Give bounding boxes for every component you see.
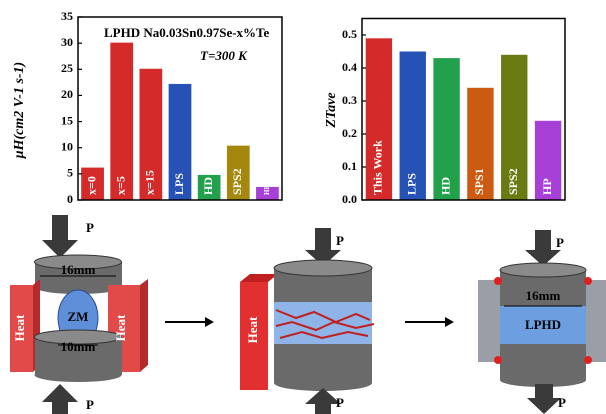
axes-frame (362, 19, 565, 201)
process-arrow-head (445, 317, 454, 327)
y-tick-label: 0 (67, 192, 73, 206)
y-tick-label: 0.3 (342, 93, 357, 107)
diagram: P 16mm Heat Heat ZM 10mm P P Heat P (10, 215, 606, 414)
heater-label: Heat (245, 316, 260, 343)
category-label: x=15 (143, 170, 157, 195)
y-tick-label: 0.5 (342, 27, 357, 41)
y-tick-label: 35 (61, 9, 73, 23)
heater (140, 279, 148, 372)
arrow (42, 384, 78, 414)
category-label: SPS1 (472, 168, 486, 195)
heater (240, 274, 278, 282)
cylinder-top (274, 260, 372, 276)
figure: x=0 x=5 x=15 LPS HD SPS2 HP 0 5 10 15 20 25 30 35 μH(cm… (0, 0, 606, 414)
dimension-label: 10mm (61, 339, 96, 354)
arrow (42, 215, 78, 258)
cylinder-top (500, 263, 586, 277)
y-axis-label: ZTave (324, 92, 339, 128)
dimension-label: 16mm (526, 288, 561, 303)
annotation: T=300 K (200, 48, 248, 63)
y-tick-label: 20 (61, 87, 73, 101)
cylinder-bottom (35, 368, 122, 382)
force-label: P (556, 235, 564, 250)
plate (586, 280, 606, 362)
force-label: P (86, 220, 94, 235)
category-label: SPS2 (230, 168, 244, 195)
sample-label: LPHD (525, 317, 561, 332)
dimension-label: 16mm (61, 262, 96, 277)
heater-label: Heat (113, 314, 128, 341)
sample-label: ZM (68, 309, 89, 324)
y-tick-label: 25 (61, 61, 73, 75)
process-arrow-head (205, 317, 214, 327)
y-tick-label: 5 (67, 166, 73, 180)
y-tick-label: 10 (61, 139, 73, 153)
category-label: x=0 (84, 176, 98, 195)
category-label: SPS2 (506, 168, 520, 195)
plate (478, 280, 500, 362)
chart-title: LPHD Na0.03Sn0.97Se-x%Te (104, 25, 270, 40)
seal (494, 356, 502, 364)
y-tick-label: 0.4 (342, 60, 357, 74)
y-tick-label: 30 (61, 35, 73, 49)
force-label: P (336, 395, 344, 410)
category-label: x=5 (113, 176, 127, 195)
y-axis-label: μH(cm2 V-1 s-1) (12, 62, 27, 159)
seal (584, 277, 592, 285)
seal (584, 356, 592, 364)
category-label: HP (540, 178, 554, 195)
seal (494, 277, 502, 285)
force-label: P (336, 233, 344, 248)
category-label: LPS (405, 173, 419, 195)
y-tick-label: 15 (61, 113, 73, 127)
category-label: LPS (172, 173, 186, 195)
category-label: This Work (371, 140, 385, 195)
y-tick-label: 0.1 (342, 159, 357, 173)
y-tick-label: 0.0 (342, 192, 357, 206)
category-label: HD (438, 177, 452, 195)
category-label: HD (201, 177, 215, 195)
arrow (527, 384, 561, 414)
force-label: P (558, 395, 566, 410)
y-tick-label: 0.2 (342, 126, 357, 140)
category-label: HP (263, 185, 271, 195)
force-label: P (86, 397, 94, 412)
charts: x=0 x=5 x=15 LPS HD SPS2 HP 0 5 10 15 20 25 30 35 μH(cm… (12, 9, 565, 206)
heater-label: Heat (12, 314, 27, 341)
